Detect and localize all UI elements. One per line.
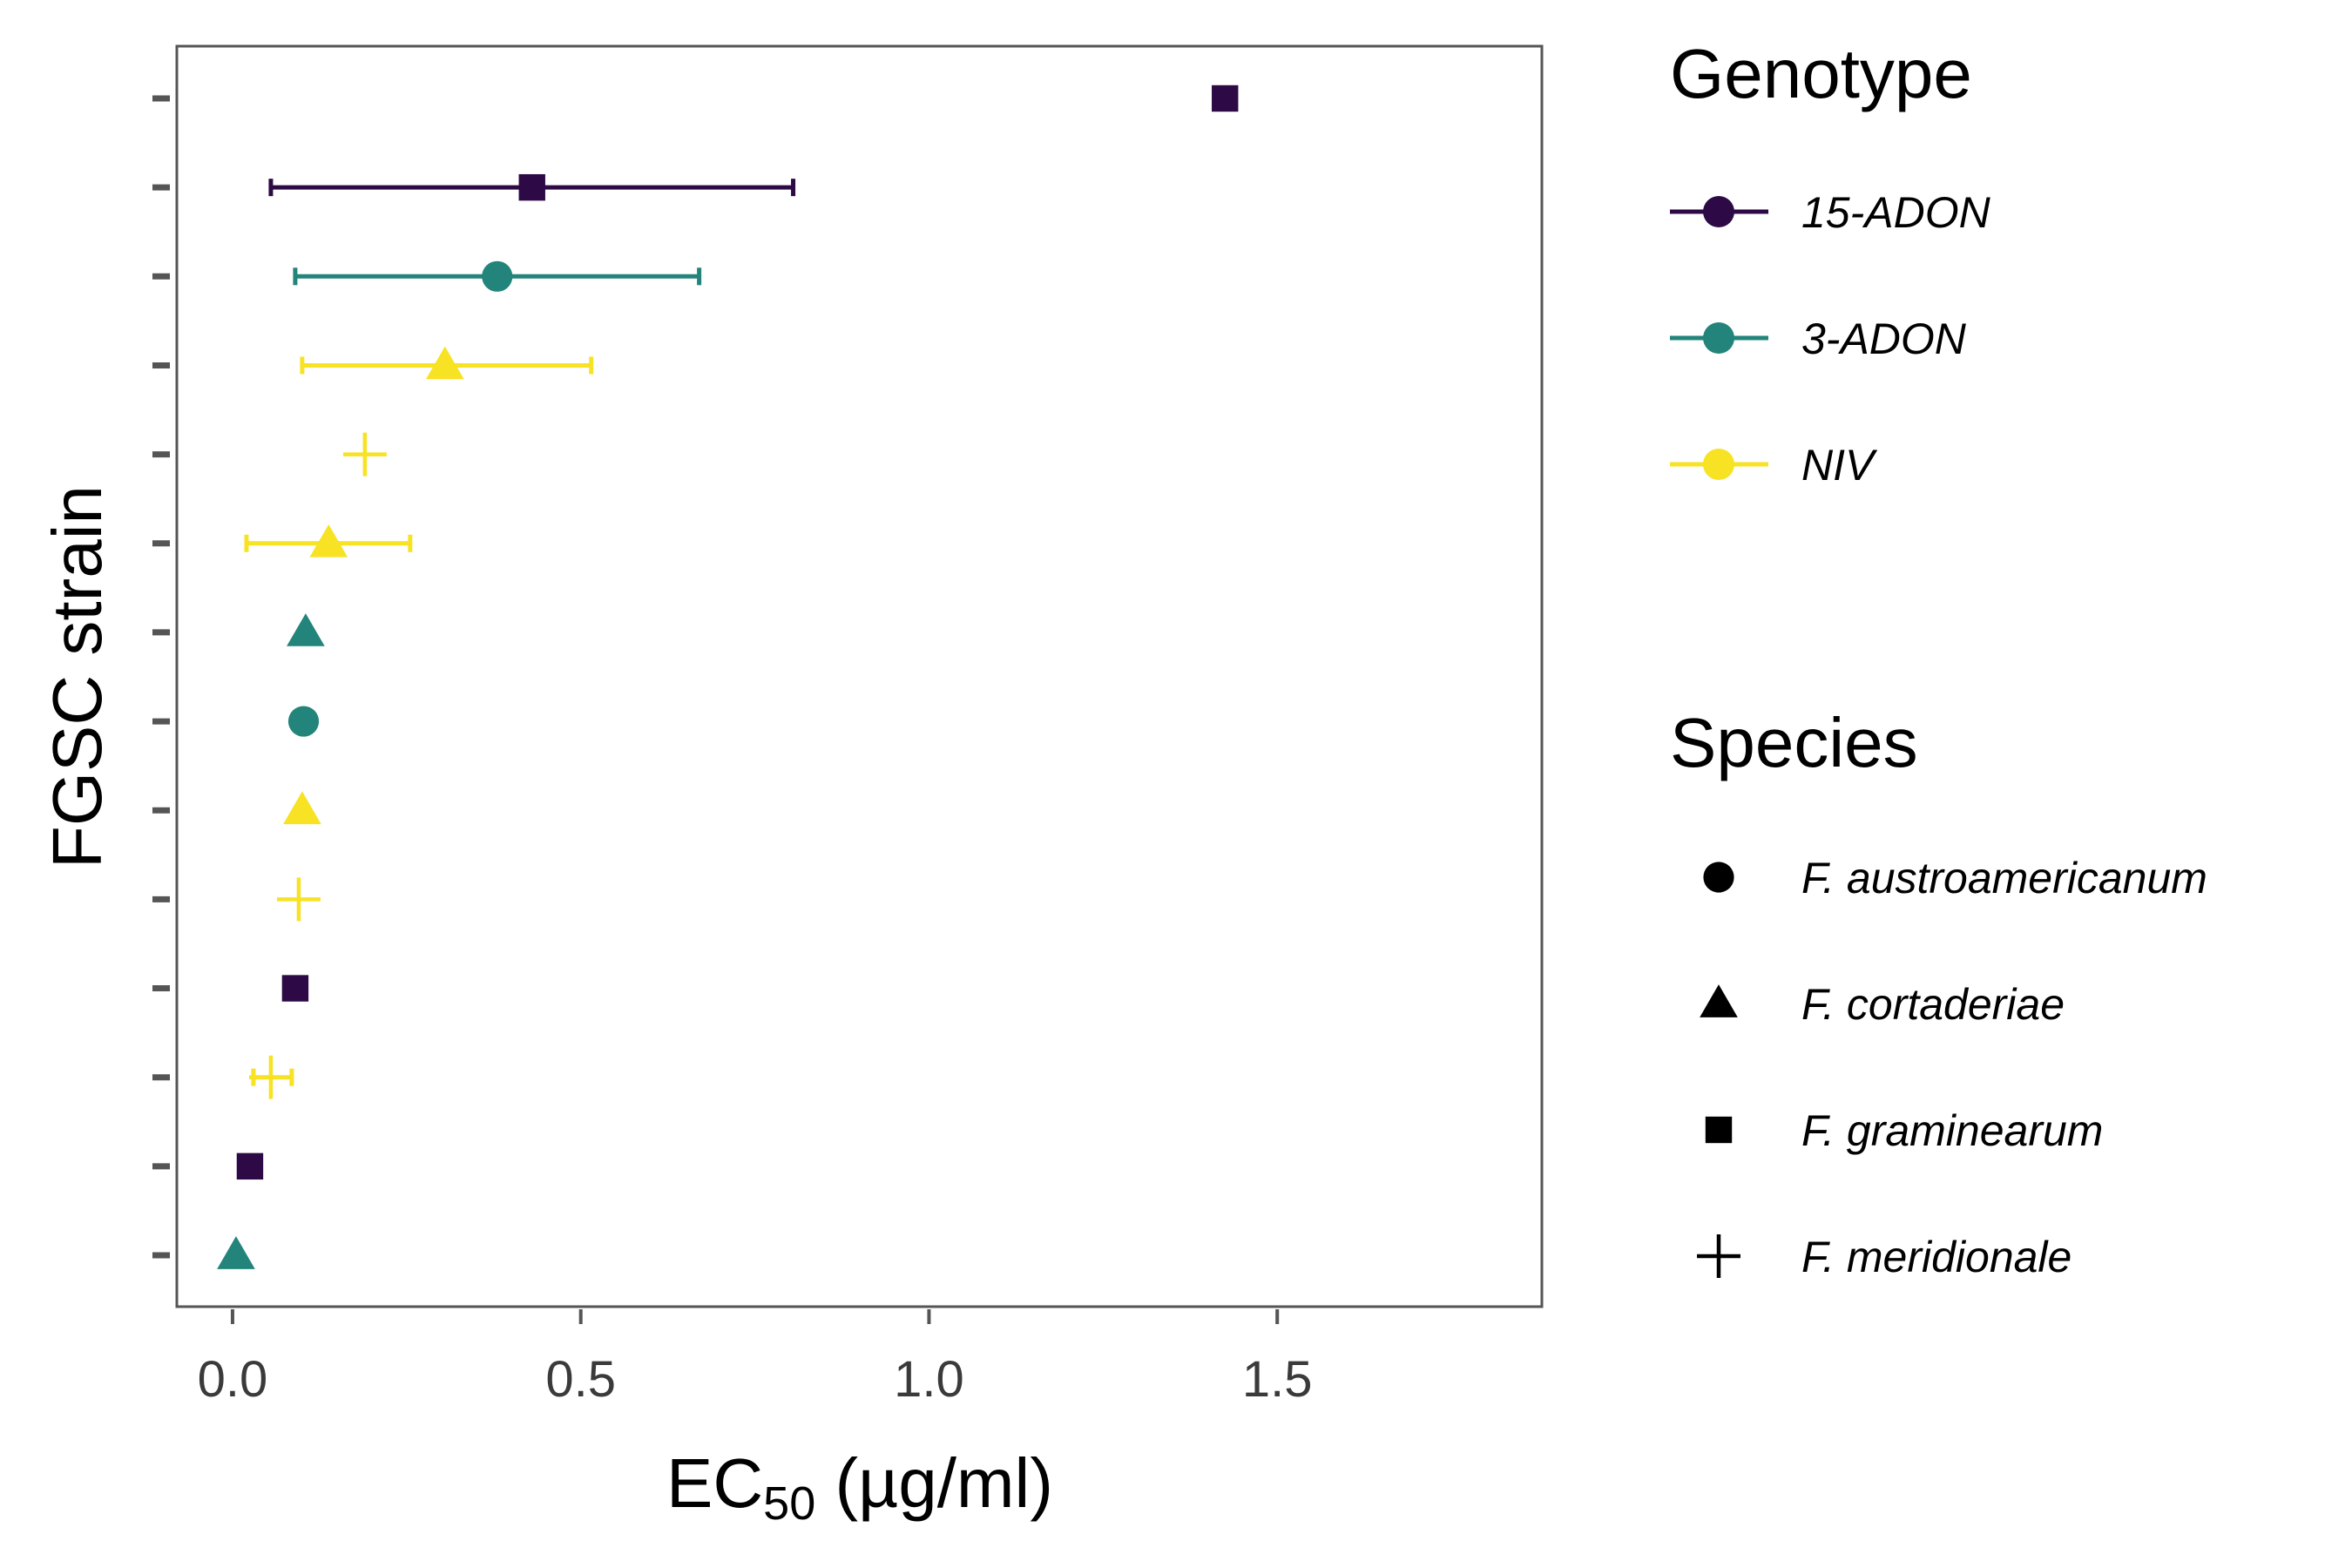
x-tick-label-2: 1.0 [894, 1351, 964, 1408]
legend-genotype-items: 15-ADON 3-ADON NIV [1670, 188, 1991, 490]
legend-genotype-dot-1 [1703, 322, 1734, 354]
legend-species-symbol-1 [1700, 984, 1738, 1017]
data-point-5 [276, 877, 321, 922]
plot-panel [175, 44, 1544, 1308]
x-axis-title-subscript: 50 [763, 1477, 815, 1530]
x-axis-title: EC50 (µg/ml) [666, 1444, 1053, 1530]
data-point-4 [281, 975, 309, 1002]
data-point-7 [287, 706, 320, 737]
legend-species-symbol-3 [1697, 1234, 1740, 1278]
legend-genotype-dot-2 [1703, 449, 1734, 480]
legend-species-label-0: F. austroamericanum [1801, 854, 2207, 902]
data-point-6 [283, 791, 321, 825]
x-axis-ticks: 0.0 0.5 1.0 1.5 [198, 1309, 1313, 1408]
data-point-14 [1212, 84, 1239, 112]
data-point-3 [248, 1055, 293, 1099]
legend-genotype-title: Genotype [1670, 35, 1972, 112]
x-tick-label-0: 0.0 [198, 1351, 268, 1408]
data-point-1 [217, 1236, 255, 1269]
legend-species-symbol-2 [1705, 1116, 1733, 1144]
legend-genotype-label-1: 3-ADON [1801, 314, 1967, 363]
x-tick-label-1: 0.5 [545, 1351, 616, 1408]
legend-species-items: F. austroamericanum F. cortaderiae F. gram… [1697, 854, 2207, 1281]
data-marks [217, 84, 1239, 1269]
data-point-11 [425, 346, 464, 380]
legend-species-label-2: F. graminearum [1801, 1106, 2103, 1155]
x-axis-title-unit: (µg/ml) [815, 1444, 1053, 1522]
y-axis-ticks [152, 95, 170, 1259]
legend-species-label-1: F. cortaderiae [1801, 980, 2065, 1029]
data-point-13 [518, 173, 545, 201]
legend-species-title: Species [1670, 704, 1918, 781]
legend: Genotype 15-ADON 3-ADON NIV Species F. aus… [1670, 35, 2207, 1281]
data-point-10 [342, 432, 387, 476]
x-tick-label-3: 1.5 [1242, 1351, 1313, 1408]
data-point-9 [309, 524, 348, 558]
data-point-12 [482, 260, 513, 292]
data-point-8 [287, 613, 325, 646]
y-axis-title: FGSC strain [38, 485, 116, 868]
legend-genotype-label-2: NIV [1801, 441, 1878, 490]
legend-species-label-3: F. meridionale [1801, 1233, 2072, 1281]
x-axis-title-main: EC [666, 1444, 763, 1522]
legend-species-symbol-0 [1703, 862, 1734, 893]
data-point-2 [236, 1152, 264, 1180]
legend-genotype-dot-0 [1703, 196, 1734, 227]
legend-genotype-label-0: 15-ADON [1801, 188, 1991, 237]
